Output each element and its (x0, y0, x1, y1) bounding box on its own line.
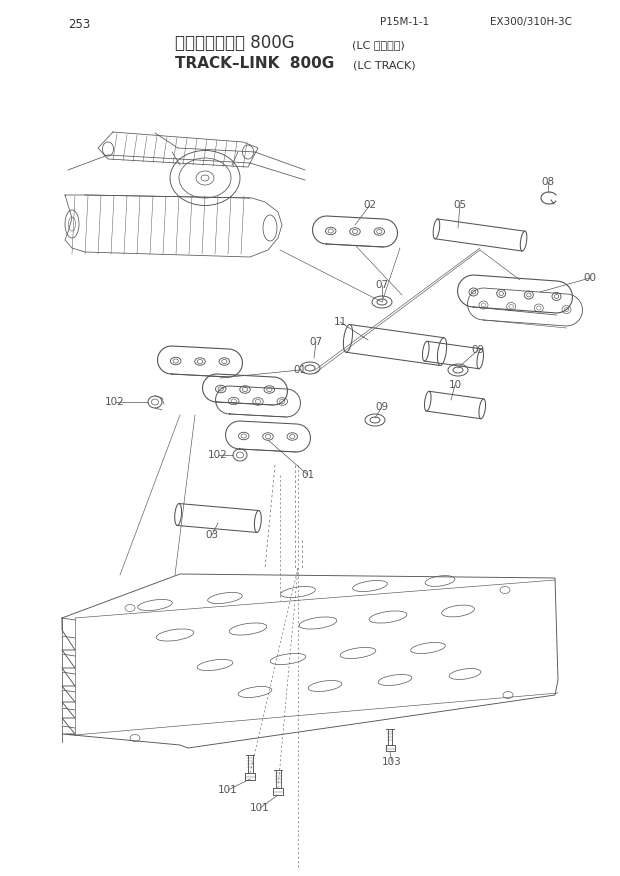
Text: 102: 102 (105, 397, 125, 407)
Text: 102: 102 (208, 450, 228, 460)
Text: 101: 101 (218, 785, 238, 795)
Text: 253: 253 (68, 18, 91, 31)
Text: 02: 02 (363, 200, 376, 210)
Text: EX300/310H-3C: EX300/310H-3C (490, 17, 572, 27)
Text: 07: 07 (376, 280, 389, 290)
Text: 09: 09 (376, 402, 389, 412)
Text: 03: 03 (205, 530, 219, 540)
Text: トラックリンク 800G: トラックリンク 800G (175, 34, 294, 52)
Text: (LC TRACK): (LC TRACK) (353, 60, 415, 70)
Text: 10: 10 (448, 380, 461, 390)
Text: 103: 103 (382, 757, 402, 767)
Text: 01: 01 (301, 470, 314, 480)
Text: 00: 00 (583, 273, 596, 283)
Text: 05: 05 (453, 200, 467, 210)
Text: 09: 09 (471, 345, 485, 355)
Text: (LC トラック): (LC トラック) (352, 40, 405, 50)
Text: 07: 07 (309, 337, 322, 347)
Text: P15M-1-1: P15M-1-1 (380, 17, 429, 27)
Text: 01: 01 (293, 365, 306, 375)
Text: 101: 101 (250, 803, 270, 813)
Text: 11: 11 (334, 317, 347, 327)
Text: TRACK–LINK  800G: TRACK–LINK 800G (175, 56, 334, 71)
Text: 08: 08 (541, 177, 554, 187)
